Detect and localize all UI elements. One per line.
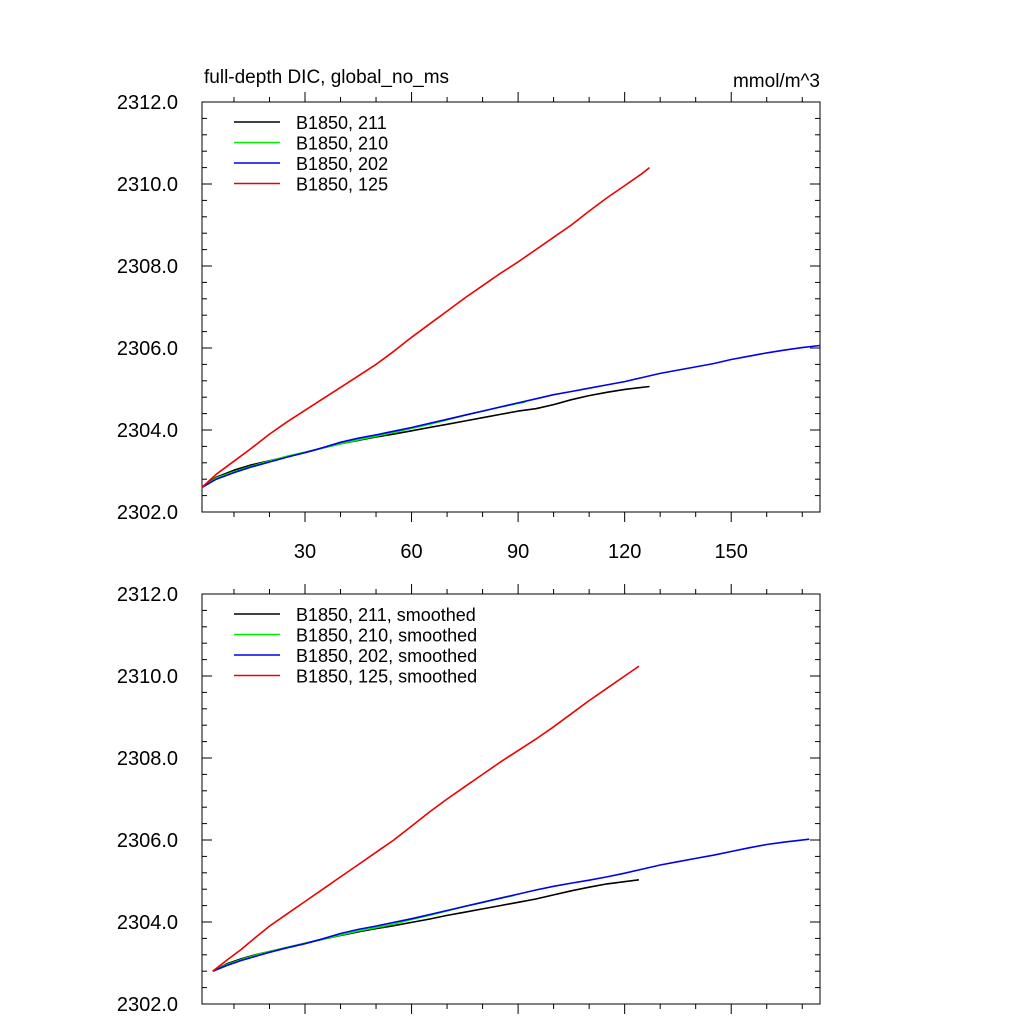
plot-frame: [201, 101, 821, 513]
y-tick-label: 2310.0: [117, 174, 178, 196]
legend-label: B1850, 211, smoothed: [296, 605, 476, 625]
x-tick-label: 90: [507, 541, 529, 563]
series-line-3: [201, 344, 821, 489]
x-tick-label: 150: [715, 541, 748, 563]
panel-top: 2302.0 2304.0 2306.0 2308.0 2310.0 2312.0 30 60…: [117, 92, 821, 563]
series-line-4: [201, 166, 651, 488]
y-tick-label: 2312.0: [117, 584, 178, 606]
y-tick-label: 2312.0: [117, 92, 178, 114]
y-tick-label: 2308.0: [117, 748, 178, 770]
figure-title: full-depth DIC, global_no_ms: [204, 67, 449, 88]
y-tick-label: 2308.0: [117, 256, 178, 278]
series-line-4: [212, 665, 640, 972]
y-tick-label: 2304.0: [117, 420, 178, 442]
x-tick-label: 120: [608, 541, 641, 563]
legend-label: B1850, 210, smoothed: [296, 626, 477, 646]
y-tick-label: 2302.0: [117, 994, 178, 1016]
legend-label: B1850, 202: [296, 154, 388, 174]
y-tick-label: 2304.0: [117, 912, 178, 934]
panel-bottom: 2302.0 2304.0 2306.0 2308.0 2310.0 2312.0 B185…: [117, 584, 821, 1016]
y-tick-label: 2302.0: [117, 502, 178, 524]
series-line-1: [212, 879, 640, 972]
y-tick-label: 2310.0: [117, 666, 178, 688]
series-line-2: [201, 401, 526, 489]
legend-label: B1850, 125: [296, 175, 388, 195]
y-tick-label: 2306.0: [117, 830, 178, 852]
legend-label: B1850, 125, smoothed: [296, 667, 477, 687]
legend-label: B1850, 211: [296, 113, 387, 133]
x-tick-label: 60: [400, 541, 422, 563]
y-tick-label: 2306.0: [117, 338, 178, 360]
units-label: mmol/m^3: [733, 71, 820, 92]
legend-label: B1850, 210: [296, 134, 388, 154]
x-tick-label: 30: [294, 541, 316, 563]
series-line-2: [212, 894, 515, 972]
series-line-3: [212, 838, 810, 972]
legend-label: B1850, 202, smoothed: [296, 646, 477, 666]
plot-frame: [201, 593, 821, 1005]
series-line-1: [201, 385, 650, 489]
